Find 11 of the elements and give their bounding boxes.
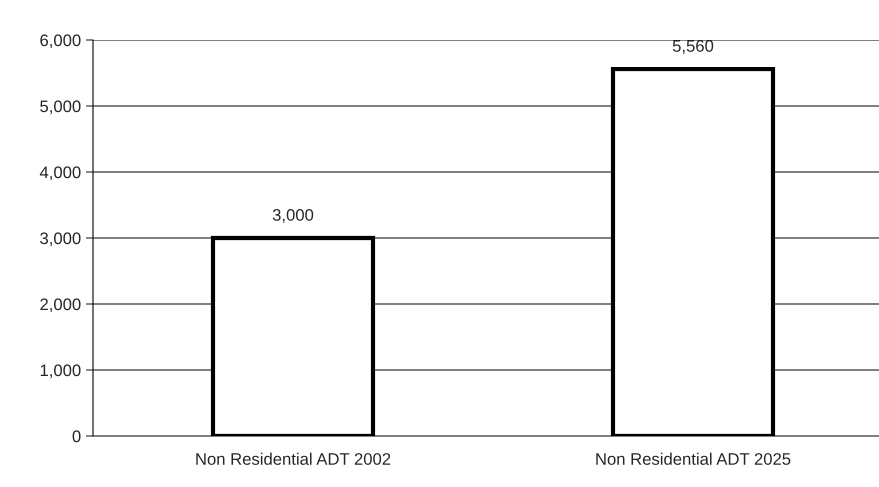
y-tick-label: 2,000 — [40, 298, 81, 312]
y-tick-label: 0 — [72, 430, 81, 442]
y-tick-label: 4,000 — [40, 166, 81, 180]
x-tick-label: Non Residential ADT 2002 — [196, 452, 390, 465]
x-tick-label: Non Residential ADT 2025 — [596, 452, 790, 465]
y-tick-label: 3,000 — [40, 232, 81, 246]
data-label: 5,560 — [672, 40, 714, 54]
y-tick-label: 5,000 — [40, 100, 81, 114]
data-label: 3,000 — [272, 209, 314, 223]
y-tick-label: 1,000 — [40, 364, 81, 378]
y-tick-label: 6,000 — [40, 34, 81, 48]
